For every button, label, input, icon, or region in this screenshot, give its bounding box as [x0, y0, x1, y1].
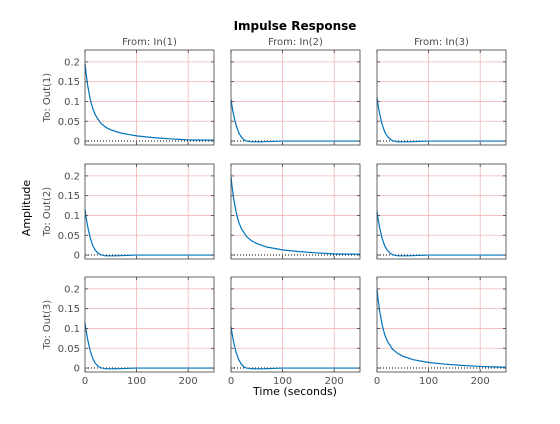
output-label: To: Out(3) — [42, 300, 53, 350]
y-tick-label: 0.15 — [58, 304, 80, 315]
y-tick-label: 0.1 — [64, 324, 80, 335]
y-tick-label: 0.2 — [64, 57, 80, 68]
y-tick-label: 0.05 — [58, 231, 80, 242]
x-tick-label: 0 — [374, 376, 380, 387]
subplot-frame — [376, 49, 507, 146]
subplot-out3-in1: 0 0.05 0.1 0.15 0.2 To: Out(3) 0 100 200 — [42, 276, 215, 387]
x-tick-label: 100 — [273, 376, 292, 387]
x-tick-label: 0 — [82, 376, 88, 387]
subplot-out2-in2 — [230, 163, 361, 260]
subplot-frame — [230, 49, 361, 146]
x-axis-label: Time (seconds) — [252, 385, 337, 398]
subplot-frame — [84, 276, 215, 373]
response-line-out3-in3 — [376, 289, 507, 368]
response-line-out2-in1 — [84, 209, 214, 257]
response-line-out1-in2 — [230, 99, 360, 143]
output-label: To: Out(2) — [42, 187, 53, 237]
subplot-frame — [376, 163, 507, 260]
x-tick-label: 200 — [325, 376, 344, 387]
x-tick-label: 0 — [228, 376, 234, 387]
input-label: From: In(1) — [122, 37, 177, 48]
subplot-out1-in2: From: In(2) — [230, 37, 361, 146]
output-label: To: Out(1) — [42, 73, 53, 123]
x-tick-label: 200 — [179, 376, 198, 387]
y-tick-label: 0.1 — [64, 97, 80, 108]
y-tick-label: 0.05 — [58, 117, 80, 128]
y-tick-label: 0 — [74, 137, 80, 148]
subplot-frame — [84, 49, 215, 146]
subplot-frame — [84, 163, 215, 260]
subplot-frame — [230, 276, 361, 373]
y-tick-label: 0.2 — [64, 284, 80, 295]
x-tick-label: 100 — [419, 376, 438, 387]
chart-title: Impulse Response — [234, 19, 357, 33]
response-line-out1-in3 — [376, 97, 506, 143]
response-line-out2-in2 — [230, 176, 361, 255]
y-tick-label: 0.1 — [64, 211, 80, 222]
y-tick-label: 0.15 — [58, 191, 80, 202]
y-tick-label: 0 — [74, 364, 80, 375]
subplot-out3-in2: 0 100 200 — [228, 276, 361, 387]
response-line-out3-in2 — [230, 326, 360, 370]
subplot-out2-in1: 0 0.05 0.1 0.15 0.2 To: Out(2) — [42, 163, 215, 262]
subplot-frame — [376, 276, 507, 373]
x-tick-label: 100 — [127, 376, 146, 387]
input-label: From: In(3) — [414, 37, 469, 48]
response-line-out1-in1 — [84, 63, 215, 141]
subplot-out1-in3: From: In(3) — [376, 37, 507, 146]
x-tick-label: 200 — [471, 376, 490, 387]
y-tick-label: 0.15 — [58, 77, 80, 88]
y-axis-label: Amplitude — [20, 180, 33, 237]
subplot-out1-in1: 0 0.05 0.1 0.15 0.2 To: Out(1) From: In(1) — [42, 37, 215, 148]
response-line-out2-in3 — [376, 211, 506, 257]
input-label: From: In(2) — [268, 37, 323, 48]
y-tick-label: 0.05 — [58, 344, 80, 355]
subplot-out3-in3: 0 100 200 — [374, 276, 507, 387]
subplot-out2-in3 — [376, 163, 507, 260]
response-line-out3-in1 — [84, 322, 214, 370]
subplot-frame — [230, 163, 361, 260]
y-tick-label: 0.2 — [64, 171, 80, 182]
subplot-grid: 0 0.05 0.1 0.15 0.2 To: Out(1) From: In(1) From… — [42, 37, 507, 387]
y-tick-label: 0 — [74, 251, 80, 262]
